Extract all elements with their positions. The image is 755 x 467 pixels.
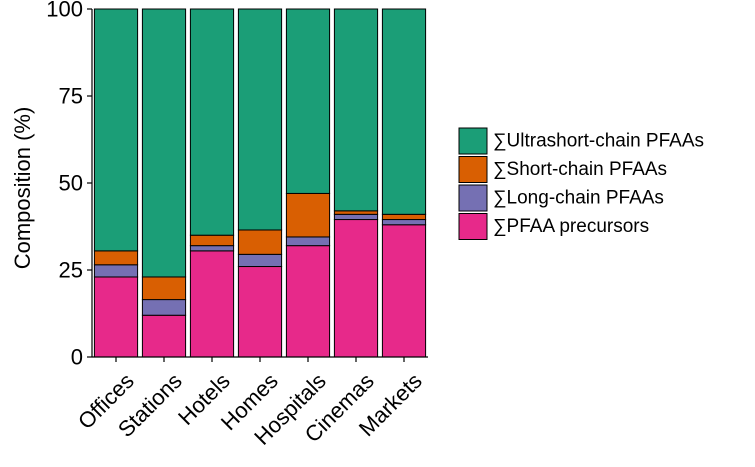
legend: ∑Ultrashort-chain PFAAs ∑Short-chain PFAA… [458, 127, 704, 240]
bar-segment-markets-short-chain-pfaas [381, 213, 427, 221]
legend-label-short-chain-pfaas: ∑Short-chain PFAAs [493, 159, 667, 180]
bar-segment-hotels-short-chain-pfaas [189, 234, 235, 247]
bar-segment-stations-ultrashort-chain-pfaas [141, 8, 187, 278]
legend-swatch-ultrashort-chain-pfaas [458, 127, 488, 155]
bar-segment-hospitals-ultrashort-chain-pfaas [285, 8, 331, 194]
bar-segment-markets-ultrashort-chain-pfaas [381, 8, 427, 215]
legend-label-pfaa-precursors: ∑PFAA precursors [493, 216, 649, 237]
bar-segment-offices-pfaa-precursors [93, 276, 139, 358]
bar-segment-stations-long-chain-pfaas [141, 299, 187, 316]
bar-segment-cinemas-long-chain-pfaas [333, 213, 379, 221]
bar-segment-markets-long-chain-pfaas [381, 219, 427, 226]
bar-segment-stations-pfaa-precursors [141, 314, 187, 358]
bar-segment-homes-long-chain-pfaas [237, 253, 283, 268]
bar-segment-markets-pfaa-precursors [381, 224, 427, 358]
bar-segment-offices-long-chain-pfaas [93, 264, 139, 278]
y-tick-label: 25 [59, 258, 83, 283]
bar-segment-offices-short-chain-pfaas [93, 250, 139, 266]
bar-segment-cinemas-ultrashort-chain-pfaas [333, 8, 379, 212]
y-axis-title: Composition (%) [10, 107, 35, 270]
bar-segment-hospitals-short-chain-pfaas [285, 192, 331, 238]
legend-swatch-pfaa-precursors [458, 213, 488, 240]
y-tick-label: 100 [46, 0, 83, 22]
legend-label-long-chain-pfaas: ∑Long-chain PFAAs [493, 188, 664, 209]
legend-swatch-long-chain-pfaas [458, 184, 488, 212]
y-tick-label: 0 [71, 345, 83, 370]
bar-segment-stations-short-chain-pfaas [141, 276, 187, 301]
bar-segment-hotels-long-chain-pfaas [189, 245, 235, 252]
legend-swatch-short-chain-pfaas [458, 156, 488, 183]
bar-segment-hotels-pfaa-precursors [189, 250, 235, 358]
bar-segment-homes-pfaa-precursors [237, 266, 283, 358]
bar-segment-hotels-ultrashort-chain-pfaas [189, 8, 235, 236]
bar-segment-offices-ultrashort-chain-pfaas [93, 8, 139, 252]
plot-area [93, 8, 427, 358]
bar-segment-homes-ultrashort-chain-pfaas [237, 8, 283, 231]
bar-segment-cinemas-pfaa-precursors [333, 219, 379, 358]
bar-segment-hospitals-long-chain-pfaas [285, 236, 331, 247]
y-tick-label: 50 [59, 171, 83, 196]
legend-label-ultrashort-chain-pfaas: ∑Ultrashort-chain PFAAs [493, 131, 704, 152]
bar-segment-hospitals-pfaa-precursors [285, 245, 331, 358]
bar-segment-homes-short-chain-pfaas [237, 229, 283, 255]
y-tick-label: 75 [59, 84, 83, 109]
bar-segment-cinemas-short-chain-pfaas [333, 210, 379, 215]
